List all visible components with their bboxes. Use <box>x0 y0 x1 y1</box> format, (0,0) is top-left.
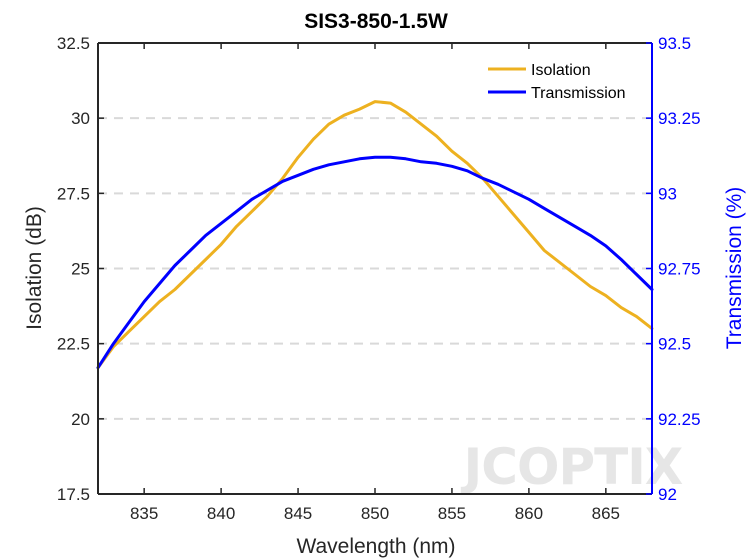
y2-tick-label: 92 <box>658 485 677 504</box>
y-tick-label: 30 <box>71 109 90 128</box>
x-axis-label: Wavelength (nm) <box>296 535 455 558</box>
x-tick-label: 865 <box>592 504 620 523</box>
legend: Isolation Transmission <box>488 62 626 102</box>
y2-axis-label: Transmission (%) <box>723 187 746 350</box>
legend-label-isolation: Isolation <box>531 62 591 79</box>
y-tick-label: 32.5 <box>57 34 90 53</box>
y-ticks: 17.5 20 22.5 25 27.5 30 32.5 <box>57 34 104 504</box>
x-tick-label: 845 <box>284 504 312 523</box>
legend-label-transmission: Transmission <box>531 85 626 102</box>
y2-tick-label: 92.75 <box>658 260 701 279</box>
chart-title: SIS3-850-1.5W <box>304 10 448 33</box>
x-tick-label: 850 <box>361 504 389 523</box>
series-line-isolation <box>96 100 654 370</box>
y2-tick-label: 93 <box>658 184 677 203</box>
x-ticks: 835 840 845 850 855 860 865 <box>130 43 620 523</box>
y-tick-label: 25 <box>71 260 90 279</box>
x-tick-label: 855 <box>438 504 466 523</box>
x-tick-label: 840 <box>207 504 235 523</box>
y-tick-label: 22.5 <box>57 335 90 354</box>
y-tick-label: 27.5 <box>57 184 90 203</box>
y-tick-label: 20 <box>71 410 90 429</box>
y2-tick-label: 92.25 <box>658 410 701 429</box>
x-tick-label: 835 <box>130 504 158 523</box>
series-line-transmission <box>96 155 654 370</box>
y-tick-label: 17.5 <box>57 485 90 504</box>
y2-tick-label: 92.5 <box>658 335 691 354</box>
y2-tick-label: 93.25 <box>658 109 701 128</box>
x-tick-label: 860 <box>515 504 543 523</box>
series-layer <box>96 100 654 370</box>
y-axis-label: Isolation (dB) <box>23 206 46 330</box>
y2-tick-label: 93.5 <box>658 34 691 53</box>
gridlines <box>98 117 652 420</box>
y2-ticks: 92 92.25 92.5 92.75 93 93.25 93.5 <box>646 34 701 504</box>
watermark-logo: JCOPTIX <box>461 438 683 496</box>
